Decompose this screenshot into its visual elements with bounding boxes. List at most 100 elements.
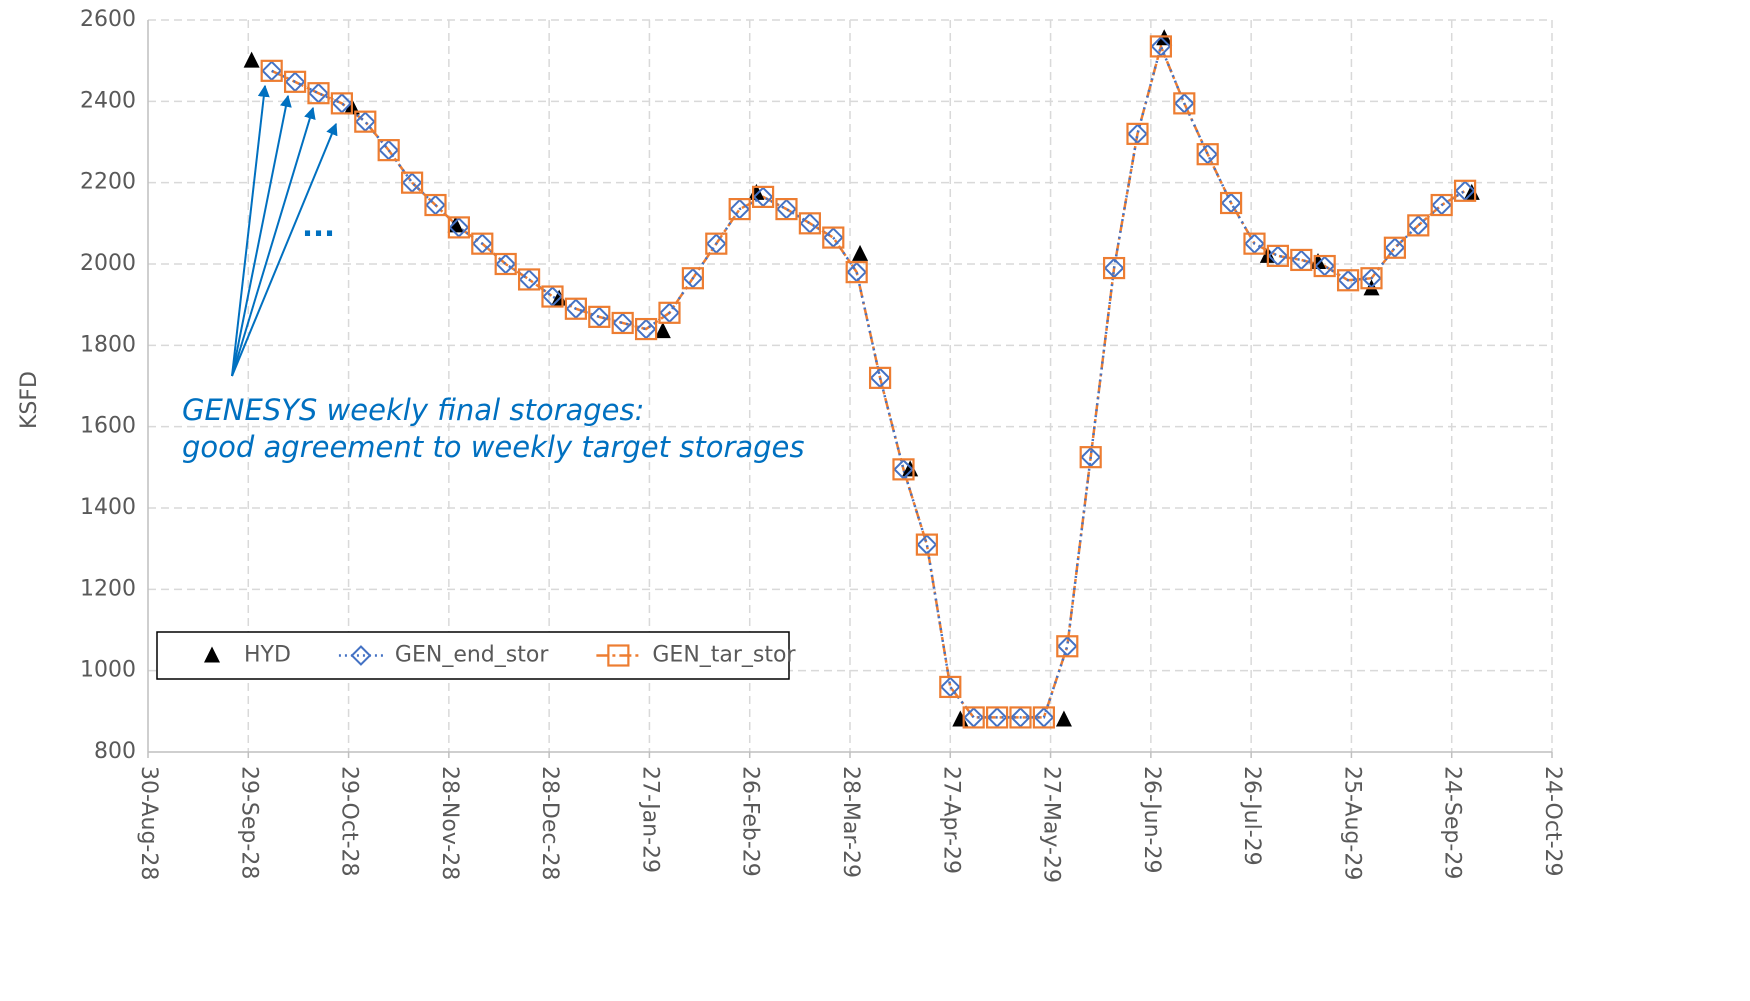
marker [915,533,938,556]
marker [658,301,681,324]
marker [1290,248,1313,272]
legend-label: GEN_end_stor [395,643,549,668]
y-tick-label: 1000 [80,658,136,683]
grid: 800 1000 1200 1400 1600 1800 2000 2200 2400 2600 3… [80,7,1565,883]
annotation: good agreement to weekly target storages [182,430,805,464]
marker [1009,706,1032,729]
marker [1219,191,1243,215]
x-tick-label: 24-Oct-29 [1540,766,1565,877]
y-axis-label: KSFD [17,371,42,429]
y-tick-label: 1600 [80,414,136,439]
x-tick-label: 26-Jun-29 [1139,766,1164,873]
x-tick-label: 26-Jul-29 [1239,766,1264,866]
marker [564,297,587,320]
marker [517,268,541,291]
plot [243,29,1480,729]
x-tick-label: 27-Jan-29 [637,766,662,873]
marker [1196,143,1219,166]
x-tick-label: 26-Feb-29 [738,766,763,877]
marker [962,706,985,729]
marker [1266,244,1289,267]
marker [1032,706,1055,729]
marker [204,646,220,663]
marker [588,305,611,328]
marker [985,706,1009,729]
y-tick-label: 2000 [80,251,136,276]
marker [852,244,869,261]
y-tick-label: 2400 [80,88,136,113]
annotation: ... [302,209,335,243]
marker [751,185,775,208]
legend: HYD GEN_end_stor GEN_tar_stor [156,631,796,680]
x-tick-label: 27-Apr-29 [938,766,963,874]
y-tick-label: 2200 [80,170,136,195]
marker [681,267,704,290]
x-tick-label: 25-Aug-29 [1339,766,1364,880]
x-tick-label: 28-Dec-28 [537,766,562,880]
marker [1173,92,1196,115]
marker [1360,267,1383,290]
x-tick-label: 24-Sep-29 [1440,766,1465,879]
marker [798,212,821,235]
marker [916,534,938,556]
marker [447,216,470,239]
annotation-arrows [231,84,338,377]
marker [868,366,892,389]
x-tick-label: 28-Mar-29 [838,766,863,878]
marker [892,458,915,481]
marker [283,70,307,93]
y-tick-label: 1800 [80,332,136,357]
marker [1453,179,1477,202]
marker [1430,193,1453,217]
y-tick-label: 800 [94,739,136,764]
marker [1056,635,1079,658]
marker [775,198,798,221]
x-tick-label: 29-Oct-28 [337,766,362,877]
marker [607,644,630,667]
marker [1055,710,1072,727]
marker [350,645,372,666]
annotation: GENESYS weekly final storages: [182,393,644,427]
x-tick-label: 27-May-29 [1039,766,1064,883]
x-tick-label: 29-Sep-28 [236,766,261,879]
marker [424,193,447,217]
y-tick-label: 1200 [80,576,136,601]
marker [654,322,671,339]
marker [377,139,400,162]
marker [330,92,353,115]
marker [400,171,424,194]
marker [1243,232,1266,255]
marker [705,232,728,255]
marker [1407,214,1430,237]
x-tick-label: 30-Aug-28 [136,766,161,880]
marker [634,317,658,341]
y-tick-label: 1400 [80,495,136,520]
marker [541,285,564,308]
marker [1336,269,1360,292]
marker [243,51,260,68]
marker [1102,256,1126,280]
marker [307,82,330,105]
marker [611,311,634,335]
marker [494,252,517,276]
marker [1079,446,1102,469]
marker [471,232,494,255]
marker [1149,35,1172,58]
series-line [271,42,1466,719]
x-tick-label: 28-Nov-28 [437,766,462,880]
legend-box [156,631,790,680]
marker [354,110,377,133]
legend-label: GEN_tar_stor [652,643,796,668]
series-line [271,42,1466,719]
y-tick-label: 2600 [80,7,136,32]
marker [1126,122,1149,145]
legend-label: HYD [244,643,291,668]
marker [1313,254,1336,278]
marker [939,675,962,699]
marker [1383,236,1406,259]
marker [822,226,845,249]
marker [260,59,283,82]
marker [728,198,751,221]
marker [845,261,868,284]
